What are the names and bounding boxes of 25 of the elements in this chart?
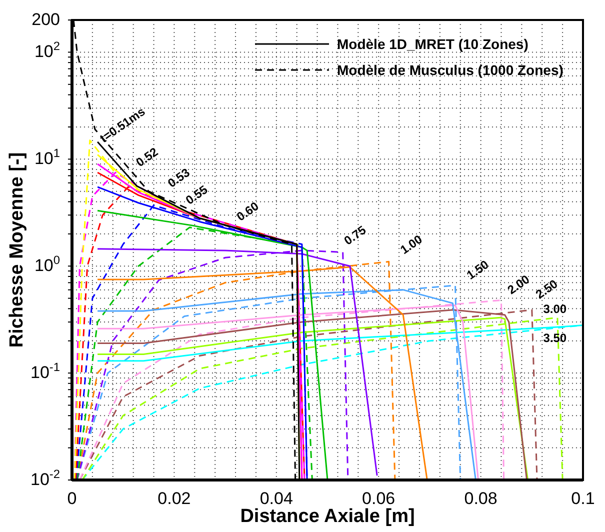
x-tick-label: 0 — [67, 489, 77, 508]
x-tick-label: 0.06 — [362, 489, 396, 508]
x-tick-label: 0.02 — [158, 489, 191, 508]
x-axis-title: Distance Axiale [m] — [240, 506, 415, 527]
x-tick-label: 0.08 — [464, 489, 498, 508]
y-tick-label: 10$^{2}$ — [34, 39, 60, 62]
annotation: 0.52 — [134, 144, 161, 170]
annotation: 1.50 — [464, 257, 492, 282]
y-tick-label: 10$^{-1}$ — [30, 360, 60, 382]
annotation: 0.75 — [342, 222, 369, 248]
text: Modèle 1D_MRET (10 Zones) — [337, 36, 528, 52]
y-tick-label: 10$^{-2}$ — [30, 467, 60, 489]
y-tick-label: 10$^{1}$ — [34, 146, 60, 168]
annotation: 3.00 — [543, 302, 567, 316]
x-tick-label: 0.04 — [260, 489, 293, 508]
annotation: 0.60 — [234, 198, 262, 224]
text: Modèle de Musculus (1000 Zones) — [337, 62, 564, 78]
y-axis-title: Richesse Moyenne [-] — [6, 152, 28, 348]
annotation: 2.50 — [533, 276, 561, 302]
annotation: 1.00 — [398, 232, 426, 258]
annotation: 3.50 — [543, 330, 567, 345]
y-tick-label: 10$^{0}$ — [34, 253, 60, 276]
y-tick-label: 200 — [32, 10, 60, 29]
x-tick-label: 0.1 — [571, 489, 595, 508]
annotation: 2.00 — [505, 272, 532, 298]
